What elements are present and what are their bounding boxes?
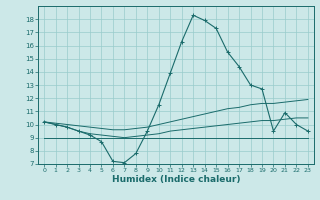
- X-axis label: Humidex (Indice chaleur): Humidex (Indice chaleur): [112, 175, 240, 184]
